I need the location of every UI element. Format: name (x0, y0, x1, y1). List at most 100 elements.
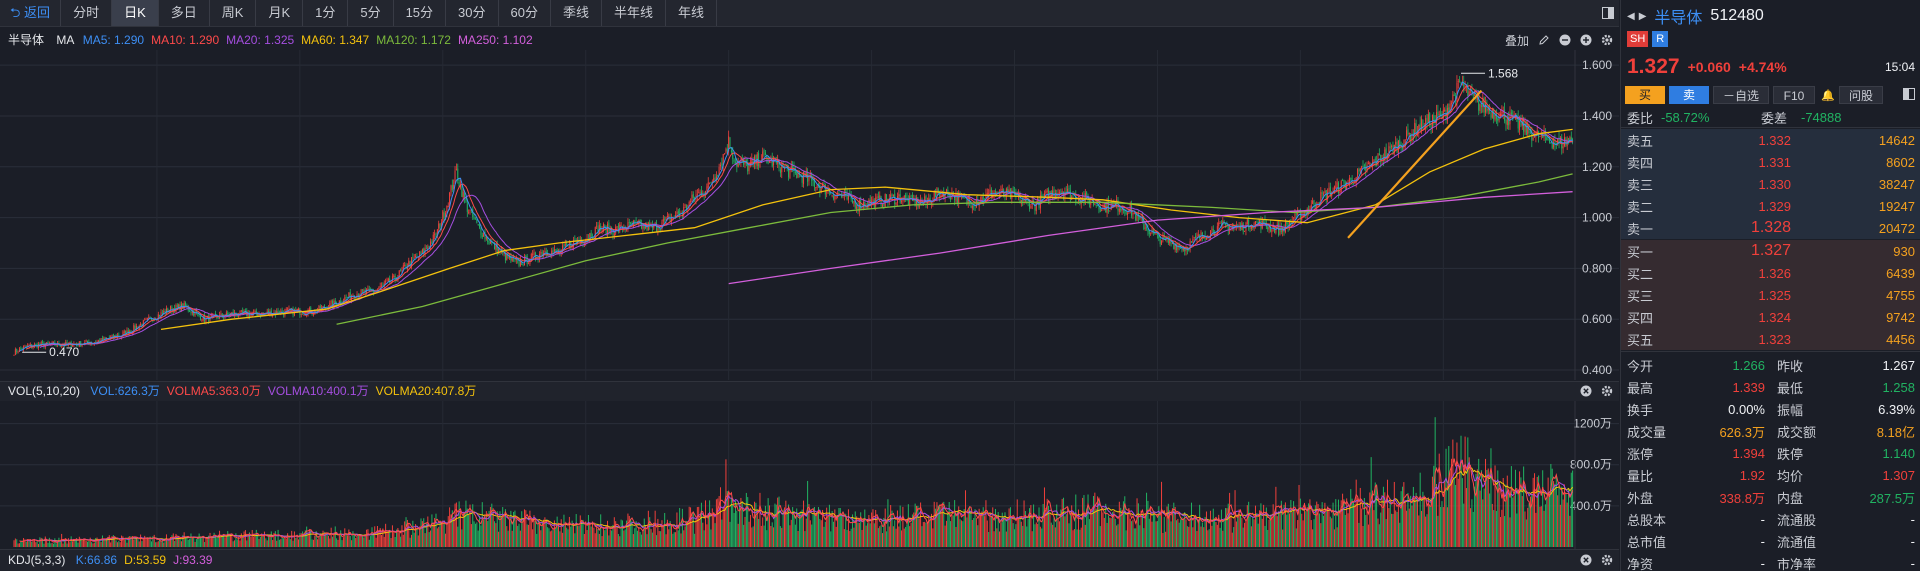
volume-bar (167, 540, 169, 547)
volume-bar (122, 536, 124, 547)
volume-bar (182, 535, 184, 547)
volume-bar (1478, 458, 1480, 547)
settings-gear-icon[interactable] (1600, 385, 1613, 398)
period-tab-8[interactable]: 30分 (446, 0, 499, 26)
candle-body (1216, 226, 1218, 233)
period-tab-2[interactable]: 多日 (159, 0, 210, 26)
period-tab-1[interactable]: 日K (112, 0, 159, 26)
pencil-icon[interactable] (1537, 34, 1550, 47)
period-tab-9[interactable]: 60分 (499, 0, 551, 26)
volume-bar (281, 536, 283, 547)
volume-bar (582, 519, 584, 547)
candle-body (886, 194, 888, 200)
volume-bar (402, 534, 404, 547)
candle-body (1201, 232, 1203, 237)
candle-body (144, 319, 146, 321)
order-book-row[interactable]: 买一 1.327 930 (1621, 240, 1920, 262)
candle-body (1351, 177, 1353, 183)
next-arrow-icon[interactable]: ▶ (1638, 10, 1647, 22)
close-circle-icon[interactable] (1579, 385, 1592, 398)
period-tab-0[interactable]: 分时 (61, 0, 113, 26)
volume-bar (1513, 495, 1515, 547)
candle-body (1162, 235, 1164, 241)
volume-bar (1215, 522, 1217, 547)
period-tab-7[interactable]: 15分 (394, 0, 447, 26)
order-book-row[interactable]: 卖一 1.328 20472 (1621, 217, 1920, 239)
candle-body (612, 231, 614, 236)
volume-bar (1519, 471, 1521, 547)
order-book-row[interactable]: 卖五 1.332 14642 (1621, 129, 1920, 151)
candle-body (415, 256, 417, 258)
volume-bar (596, 525, 598, 547)
order-book-row[interactable]: 买三 1.325 4755 (1621, 284, 1920, 306)
close-circle-icon[interactable] (1579, 554, 1592, 567)
candle-body (747, 163, 749, 172)
period-tab-11[interactable]: 半年线 (602, 0, 667, 26)
candle-body (1418, 124, 1420, 132)
volume-bar (896, 510, 898, 547)
candlestick-chart[interactable]: 1.6001.4001.2001.0000.8000.6000.4001.568… (0, 50, 1619, 380)
volume-bar (1359, 487, 1361, 547)
candle-body (945, 189, 947, 193)
period-tab-5[interactable]: 1分 (303, 0, 349, 26)
watchlist-button[interactable]: －自选 (1713, 86, 1769, 104)
volume-bar (852, 514, 854, 547)
volume-bar (14, 538, 16, 547)
candle-body (1551, 143, 1553, 149)
buy-button[interactable]: 买 (1625, 86, 1665, 104)
order-book-row[interactable]: 买四 1.324 9742 (1621, 306, 1920, 328)
order-book-row[interactable]: 卖三 1.330 38247 (1621, 173, 1920, 195)
period-tab-10[interactable]: 季线 (551, 0, 602, 26)
volume-bar (394, 537, 396, 547)
order-book-row[interactable]: 买二 1.326 6439 (1621, 262, 1920, 284)
volume-bar (1362, 526, 1364, 547)
order-book-row[interactable]: 卖二 1.329 19247 (1621, 195, 1920, 217)
candle-body (1426, 117, 1428, 124)
minus-circle-icon[interactable] (1558, 34, 1571, 47)
settings-gear-icon[interactable] (1600, 554, 1613, 567)
candle-body (807, 173, 809, 182)
volume-bar (679, 507, 681, 547)
bell-icon[interactable]: 🔔 (1821, 89, 1835, 102)
prev-arrow-icon[interactable]: ◀ (1627, 10, 1635, 22)
volume-bar (1105, 503, 1107, 547)
kdj-legend: KDJ(5,3,3) K:66.86 D:53.59 J:93.39 (8, 551, 219, 569)
panel-toggle-icon[interactable] (1903, 87, 1915, 103)
ask-button[interactable]: 问股 (1839, 86, 1883, 104)
volume-bar (244, 530, 246, 547)
volume-bar (496, 511, 498, 547)
overlay-button[interactable]: 叠加 (1504, 33, 1529, 48)
volume-bar (763, 525, 765, 547)
candle-body (911, 194, 913, 201)
volume-bar (864, 509, 866, 547)
volume-bar (29, 539, 31, 547)
f10-button[interactable]: F10 (1773, 86, 1815, 104)
period-tab-3[interactable]: 周K (210, 0, 257, 26)
candle-body (496, 243, 498, 254)
back-button[interactable]: ⮌ 返回 (0, 0, 62, 26)
settings-gear-icon[interactable] (1600, 34, 1613, 47)
period-tab-12[interactable]: 年线 (666, 0, 718, 26)
layout-toggle-icon[interactable] (1597, 0, 1619, 26)
order-book-row[interactable]: 卖四 1.331 8602 (1621, 151, 1920, 173)
volume-bar (43, 543, 45, 547)
stat-label: 涨停 (1627, 446, 1654, 462)
volume-bar (1457, 478, 1459, 547)
plus-circle-icon[interactable] (1579, 34, 1592, 47)
candle-body (511, 256, 513, 261)
volume-bar (691, 512, 693, 547)
order-book-row[interactable]: 买五 1.323 4456 (1621, 328, 1920, 350)
volume-bar (1385, 519, 1387, 547)
volume-bar (259, 536, 261, 547)
stat-value: 1.339 (1732, 379, 1765, 395)
volume-bar (804, 531, 806, 547)
candle-body (839, 195, 841, 196)
period-tab-6[interactable]: 5分 (348, 0, 394, 26)
volume-bar (954, 500, 956, 547)
sell-button[interactable]: 卖 (1669, 86, 1709, 104)
volume-bar (918, 518, 920, 547)
order-price: 1.331 (1758, 154, 1791, 170)
candle-body (213, 314, 215, 316)
period-tab-4[interactable]: 月K (256, 0, 304, 26)
